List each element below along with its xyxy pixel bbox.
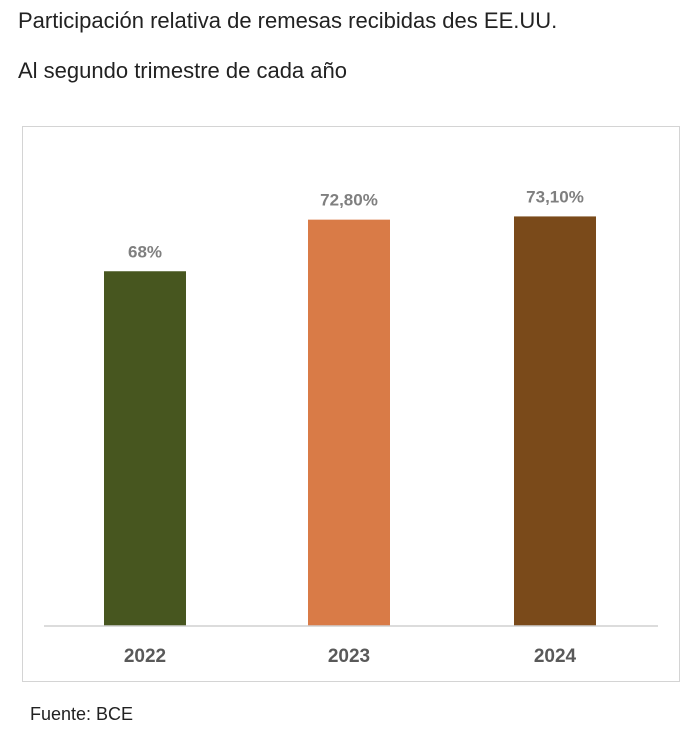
bar-2023 — [308, 219, 390, 626]
x-tick-label-2022: 2022 — [124, 646, 166, 667]
bar-2024 — [514, 216, 596, 627]
data-label-2024: 73,10% — [526, 187, 584, 206]
chart-subtitle: Al segundo trimestre de cada año — [18, 58, 347, 83]
x-tick-label-2024: 2024 — [534, 646, 577, 667]
data-label-2022: 68% — [128, 242, 162, 261]
chart-title: Participación relativa de remesas recibi… — [18, 8, 558, 33]
bar-chart: 68% 2022 72,80% 2023 73,10% 2024 — [44, 187, 658, 667]
bar-2022 — [104, 271, 186, 626]
chart-frame — [22, 126, 680, 682]
source-note: Fuente: BCE — [30, 704, 134, 724]
x-tick-label-2023: 2023 — [328, 646, 370, 667]
data-label-2023: 72,80% — [320, 191, 378, 210]
